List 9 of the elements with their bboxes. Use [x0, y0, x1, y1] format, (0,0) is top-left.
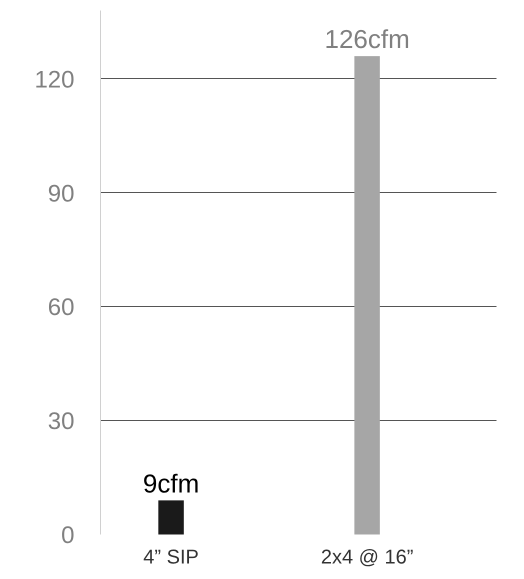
y-tick-label: 90	[48, 180, 75, 208]
x-tick-label: 2x4 @ 16”	[320, 546, 414, 568]
y-tick-label: 0	[61, 522, 75, 549]
x-tick-label: 4” SIP	[143, 546, 199, 568]
data-label: 126cfm	[324, 24, 410, 54]
y-tick-label: 60	[48, 294, 75, 322]
data-label: 9cfm	[142, 468, 200, 498]
y-tick-label: 120	[34, 66, 75, 94]
y-tick-label: 30	[48, 408, 75, 436]
